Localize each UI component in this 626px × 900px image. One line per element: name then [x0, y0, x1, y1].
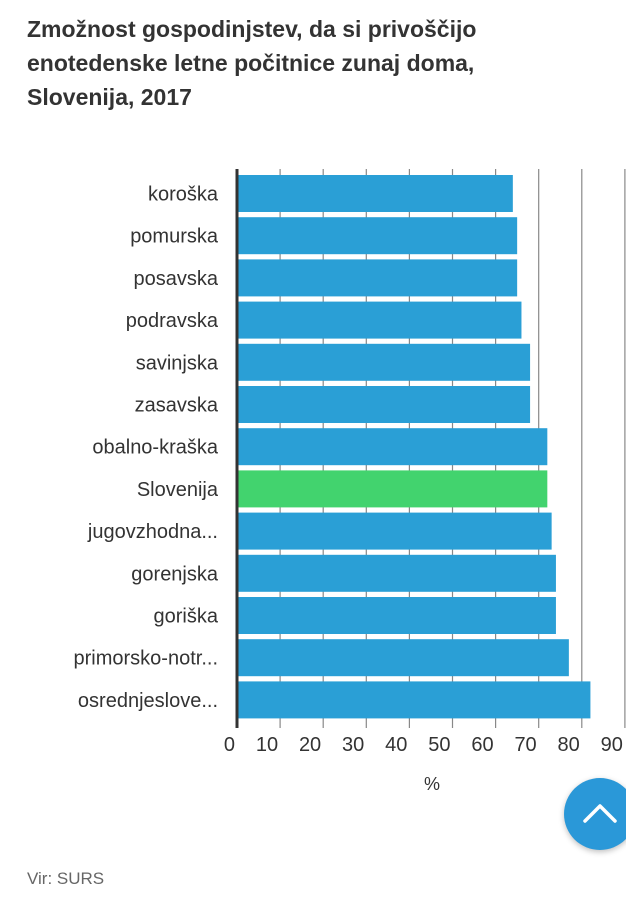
category-label: pomurska [130, 226, 219, 248]
category-label: primorsko-notr... [74, 648, 218, 670]
bar [237, 681, 591, 719]
category-label: podravska [126, 310, 219, 332]
bar [237, 301, 522, 339]
category-label: gorenjska [131, 563, 219, 585]
bar [237, 512, 552, 550]
bar [237, 175, 513, 212]
category-label: obalno-kraška [92, 437, 219, 459]
bar [237, 470, 548, 508]
chart-title: Zmožnost gospodinjstev, da si privoščijo… [27, 12, 587, 114]
bar [237, 554, 556, 592]
x-tick-label: 90 [601, 734, 623, 756]
bar [237, 597, 556, 634]
bar [237, 259, 518, 297]
category-label: koroška [148, 184, 219, 206]
x-tick-label: 70 [514, 734, 536, 756]
category-label: posavska [134, 268, 219, 290]
x-tick-label: 20 [299, 734, 321, 756]
source-note: Vir: SURS [27, 869, 105, 888]
category-label: goriška [154, 606, 219, 628]
x-tick-label: 60 [471, 734, 493, 756]
bar [237, 428, 548, 466]
x-tick-label: 40 [385, 734, 407, 756]
chevron-up-icon [583, 804, 617, 823]
category-label: Slovenija [137, 479, 219, 501]
title-line-2: enotedenske letne počitnice zunaj doma, [27, 50, 475, 76]
x-tick-label: 0 [224, 734, 235, 756]
x-tick-label: 80 [558, 734, 580, 756]
bar [237, 386, 531, 423]
x-axis-label: % [424, 774, 440, 794]
category-label: zasavska [135, 395, 219, 417]
bar [237, 217, 518, 255]
category-label: savinjska [136, 352, 219, 374]
x-tick-label: 10 [256, 734, 278, 756]
bar [237, 343, 531, 381]
category-label: osrednjeslove... [78, 690, 218, 712]
x-tick-label: 50 [428, 734, 450, 756]
scroll-to-top-button[interactable] [564, 778, 626, 850]
category-label: jugovzhodna... [87, 521, 218, 543]
x-tick-label: 30 [342, 734, 364, 756]
bar [237, 639, 569, 677]
title-line-3: Slovenija, 2017 [27, 84, 192, 110]
title-line-1: Zmožnost gospodinjstev, da si privoščijo [27, 16, 477, 42]
